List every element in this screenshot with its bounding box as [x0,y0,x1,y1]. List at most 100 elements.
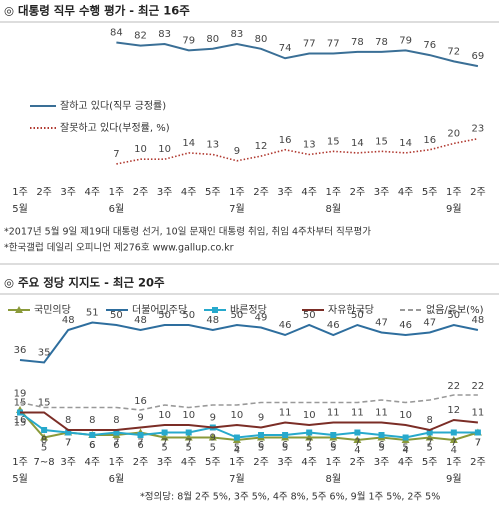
x-tick-label: 1주 [446,457,462,468]
value-label: 47 [423,318,436,329]
value-label: 10 [231,410,244,421]
value-label: 48 [206,315,219,326]
value-label: 46 [399,320,412,331]
x-tick-label: 2주 [350,187,366,198]
x-tick-label: 1주 [12,457,28,468]
value-label: 5 [402,443,408,454]
value-label: 11 [279,408,292,419]
value-label: 50 [231,310,244,321]
point [258,432,264,438]
value-label: 77 [327,39,340,50]
footnote: *2017년 5월 9일 제19대 대통령 선거, 10일 문재인 대통령 취임… [4,226,371,238]
value-label: 51 [86,308,99,319]
x-tick-label: 2주 [36,187,52,198]
x-tick-label: 4주 [85,187,101,198]
value-label: 9 [234,146,240,157]
value-label: 50 [182,310,195,321]
value-label: 50 [447,310,460,321]
value-label: 22 [447,381,460,392]
value-label: 6 [137,440,143,451]
x-tick-label: 3주 [374,457,390,468]
series-line [116,137,479,165]
value-label: 14 [182,138,195,149]
point [378,432,385,438]
value-label: 6 [89,440,95,451]
value-label: 5 [234,443,240,454]
value-label: 23 [472,124,485,135]
value-label: 16 [423,135,436,146]
x-tick-label: 4주 [301,187,317,198]
x-tick-label: 5주 [205,457,221,468]
point [185,429,192,436]
value-label: 69 [472,51,485,62]
value-label: 79 [182,35,195,46]
point [282,432,289,438]
month-label: 6월 [109,473,125,485]
value-label: 15 [14,418,27,429]
x-tick-label: 4주 [181,457,197,468]
point [137,432,144,438]
value-label: 50 [303,310,316,321]
value-label: 7 [113,438,119,449]
value-label: 16 [134,396,147,407]
value-label: 82 [134,31,147,42]
point [354,429,361,436]
x-tick-label: 3주 [60,457,76,468]
point [450,429,457,436]
legend-marker [212,307,218,313]
value-label: 6 [330,440,336,451]
value-label: 48 [472,315,485,326]
x-tick-label: 4주 [85,457,101,468]
value-label: 10 [399,410,412,421]
value-label: 13 [206,139,219,150]
value-label: 12 [255,141,268,152]
point [305,433,314,441]
value-label: 50 [158,310,171,321]
series-line [20,411,479,432]
value-label: 84 [110,27,123,38]
value-label: 11 [351,408,364,419]
value-label: 6 [113,440,119,451]
value-label: 7 [475,438,481,449]
value-label: 49 [255,313,268,324]
value-label: 36 [14,345,27,356]
value-label: 7 [475,438,481,449]
x-tick-label: 1주 [109,187,125,198]
value-label: 83 [231,29,244,40]
x-tick-label: 2주 [133,187,149,198]
legend-label: 잘못하고 있다(부정률, %) [60,121,170,134]
value-label: 50 [110,310,123,321]
value-label: 74 [279,43,292,54]
x-tick-label: 7~8 [34,457,55,468]
value-label: 10 [134,144,147,155]
value-label: 46 [279,320,292,331]
value-label: 78 [375,37,388,48]
series-line [116,41,479,68]
point [160,433,169,441]
legend-label: 더불어민주당 [132,304,187,316]
value-label: 4 [402,445,408,456]
point [330,432,337,438]
value-label: 7 [427,438,433,449]
x-tick-label: 2주 [470,457,486,468]
point [40,433,49,441]
value-label: 16 [279,135,292,146]
x-tick-label: 2주 [350,457,366,468]
value-label: 7 [186,438,192,449]
point [449,436,458,443]
value-label: 22 [472,381,485,392]
point [41,427,48,433]
value-label: 8 [113,415,119,426]
point [65,429,72,436]
value-label: 7 [113,149,119,160]
x-tick-label: 4주 [398,187,414,198]
value-label: 15 [327,136,340,147]
value-label: 20 [447,128,460,139]
footnote: *정의당: 8월 2주 5%, 3주 5%, 4주 8%, 5주 6%, 9월 … [140,491,440,503]
value-label: 5 [161,443,167,454]
value-label: 15 [38,398,51,409]
x-tick-label: 2주 [133,457,149,468]
value-label: 50 [351,310,364,321]
value-label: 80 [206,34,219,45]
value-label: 8 [41,435,47,446]
